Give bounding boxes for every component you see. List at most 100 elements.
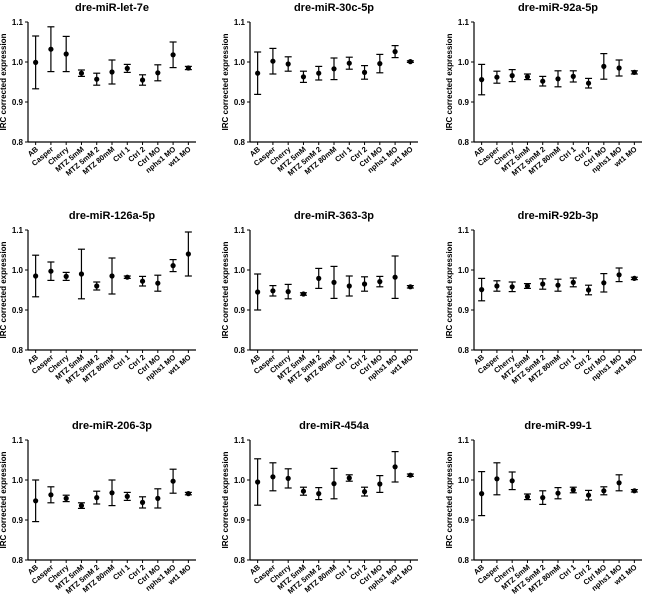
y-axis-label: IRC corrected expression	[0, 33, 8, 130]
chart-title: dre-miR-454a	[299, 420, 370, 432]
chart-panel: dre-miR-454a IRC corrected expression 0.8 0…	[221, 420, 418, 596]
data-point	[377, 481, 383, 487]
data-point	[524, 494, 531, 500]
chart-panel: dre-miR-126a-5p IRC corrected expression 0…	[0, 210, 196, 386]
y-axis-label: IRC corrected expression	[445, 241, 454, 338]
data-point	[33, 498, 39, 504]
y-tick-label: 0.8	[234, 138, 246, 147]
y-axis-label: IRC corrected expression	[445, 451, 454, 548]
chart-title: dre-miR-206-3p	[72, 420, 152, 432]
chart-title: dre-miR-126a-5p	[69, 210, 155, 222]
data-point	[570, 279, 576, 285]
y-tick-label: 1.0	[458, 58, 470, 67]
data-point	[494, 74, 500, 80]
data-point	[361, 69, 368, 75]
data-point	[540, 281, 546, 287]
data-point	[139, 77, 146, 83]
data-point	[170, 52, 176, 58]
y-axis-label: IRC corrected expression	[0, 451, 8, 548]
data-point	[48, 492, 54, 498]
chart-title: dre-miR-99-1	[524, 420, 591, 432]
data-point	[331, 279, 337, 285]
y-tick-label: 0.8	[458, 346, 470, 355]
data-point	[585, 80, 592, 86]
data-point	[331, 66, 337, 72]
data-point	[155, 70, 161, 76]
data-point	[601, 488, 607, 494]
data-point	[170, 478, 176, 484]
data-point	[377, 61, 383, 67]
y-tick-label: 0.8	[458, 138, 470, 147]
data-point	[555, 76, 561, 82]
data-point	[361, 281, 368, 287]
chart-panel: dre-miR-99-1 IRC corrected expression 0.8 0…	[445, 420, 642, 596]
y-axis-label: IRC corrected expression	[445, 33, 454, 130]
chart-panel: dre-miR-30c-5p IRC corrected expression 0.…	[221, 2, 418, 178]
y-tick-label: 0.9	[458, 306, 470, 315]
data-point	[479, 287, 485, 293]
data-point	[155, 495, 161, 501]
data-point	[509, 478, 515, 484]
data-point	[570, 73, 576, 79]
data-point	[585, 287, 592, 293]
data-point	[300, 291, 307, 297]
data-point	[185, 65, 191, 71]
chart-panel: dre-miR-92a-5p IRC corrected expression 0.…	[445, 2, 642, 178]
y-tick-label: 1.1	[458, 18, 470, 27]
y-tick-label: 1.1	[458, 226, 470, 235]
data-point	[479, 77, 485, 83]
y-tick-label: 0.9	[12, 516, 24, 525]
data-point	[316, 70, 322, 76]
chart-title: dre-miR-let-7e	[75, 2, 149, 14]
data-point	[601, 63, 607, 69]
data-point	[33, 59, 39, 65]
y-tick-label: 0.9	[234, 516, 246, 525]
y-tick-label: 0.8	[12, 346, 24, 355]
y-tick-label: 1.1	[234, 18, 246, 27]
data-point	[631, 275, 637, 281]
chart-panel: dre-miR-let-7e IRC corrected expression 0.…	[0, 2, 196, 178]
data-point	[509, 284, 515, 290]
y-tick-label: 0.8	[12, 556, 24, 565]
chart-panel: dre-miR-92b-3p IRC corrected expression 0.…	[445, 210, 642, 386]
data-point	[555, 490, 561, 496]
data-point	[494, 476, 500, 482]
data-point	[270, 288, 276, 294]
data-point	[407, 284, 413, 290]
data-point	[524, 74, 531, 80]
data-point	[494, 283, 500, 289]
data-point	[479, 491, 485, 497]
data-point	[139, 278, 146, 284]
data-point	[616, 480, 622, 486]
y-tick-label: 0.9	[458, 98, 470, 107]
data-point	[124, 65, 130, 71]
data-point	[616, 272, 622, 278]
data-point	[285, 61, 291, 67]
data-point	[285, 289, 291, 295]
y-tick-label: 1.1	[12, 18, 24, 27]
data-point	[109, 490, 115, 496]
data-point	[555, 282, 561, 288]
data-point	[78, 503, 85, 509]
y-tick-label: 0.8	[234, 556, 246, 565]
data-point	[155, 280, 161, 286]
data-point	[270, 58, 276, 64]
chart-panel: dre-miR-363-3p IRC corrected expression 0.…	[221, 210, 418, 386]
y-tick-label: 0.9	[12, 98, 24, 107]
y-tick-label: 1.1	[458, 436, 470, 445]
data-point	[94, 495, 100, 501]
data-point	[109, 273, 115, 279]
y-tick-label: 0.9	[458, 516, 470, 525]
data-point	[48, 46, 54, 52]
data-point	[185, 491, 191, 497]
data-point	[255, 289, 261, 295]
data-point	[524, 283, 531, 289]
data-point	[407, 59, 413, 65]
data-point	[270, 474, 276, 480]
y-tick-label: 1.0	[12, 476, 24, 485]
data-point	[63, 273, 69, 279]
y-tick-label: 1.0	[458, 266, 470, 275]
data-point	[63, 51, 69, 57]
data-point	[300, 488, 307, 494]
